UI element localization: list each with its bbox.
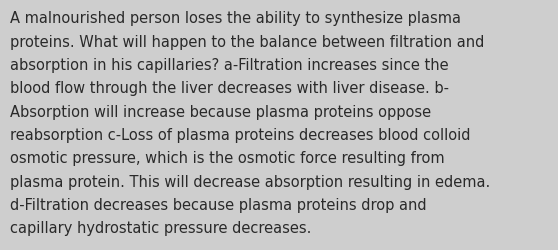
Text: absorption in his capillaries? a-Filtration increases since the: absorption in his capillaries? a-Filtrat…	[10, 58, 449, 73]
Text: A malnourished person loses the ability to synthesize plasma: A malnourished person loses the ability …	[10, 11, 461, 26]
Text: d-Filtration decreases because plasma proteins drop and: d-Filtration decreases because plasma pr…	[10, 197, 427, 212]
Text: proteins. What will happen to the balance between filtration and: proteins. What will happen to the balanc…	[10, 34, 484, 50]
Text: reabsorption c-Loss of plasma proteins decreases blood colloid: reabsorption c-Loss of plasma proteins d…	[10, 128, 470, 142]
Text: capillary hydrostatic pressure decreases.: capillary hydrostatic pressure decreases…	[10, 220, 311, 236]
Text: blood flow through the liver decreases with liver disease. b-: blood flow through the liver decreases w…	[10, 81, 449, 96]
Text: plasma protein. This will decrease absorption resulting in edema.: plasma protein. This will decrease absor…	[10, 174, 490, 189]
Text: Absorption will increase because plasma proteins oppose: Absorption will increase because plasma …	[10, 104, 431, 119]
Text: osmotic pressure, which is the osmotic force resulting from: osmotic pressure, which is the osmotic f…	[10, 151, 445, 166]
